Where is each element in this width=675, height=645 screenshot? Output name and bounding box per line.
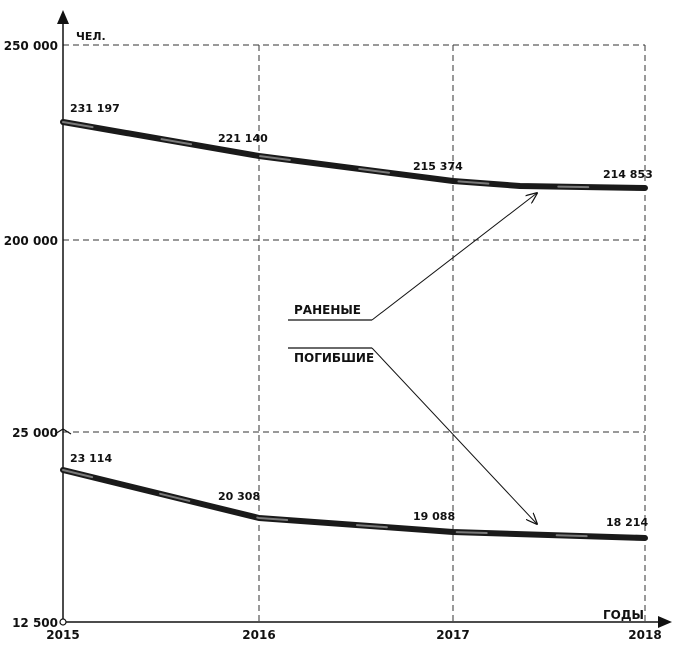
data-label: 18 214 (606, 516, 648, 529)
series-line-1 (60, 467, 648, 541)
y-axis-arrow-icon (57, 10, 69, 24)
callout-wounded: РАНЕНЫЕ (288, 193, 537, 321)
x-tick-label: 2015 (46, 628, 79, 642)
x-axis-arrow-icon (658, 616, 672, 628)
series-lines (60, 119, 648, 541)
y-unit-label: ЧЕЛ. (76, 30, 106, 43)
data-label: 19 088 (413, 510, 455, 523)
data-label: 215 374 (413, 160, 463, 173)
callout-killed: ПОГИБШИЕ (288, 347, 537, 524)
data-label: 221 140 (218, 132, 268, 145)
x-axis-ticks: 2015 2016 2017 2018 (46, 628, 661, 642)
series-line-texture (62, 469, 646, 539)
axis-break-marker (54, 428, 72, 435)
series-line-texture (62, 121, 646, 189)
data-labels: 231 197 221 140 215 374 214 853 23 114 20 308… (70, 102, 653, 529)
chart-axes (54, 10, 672, 628)
data-label: 214 853 (603, 168, 653, 181)
series-line-0 (60, 119, 648, 191)
data-label: 231 197 (70, 102, 120, 115)
y-tick-label: 25 000 (12, 426, 58, 440)
callout-label-killed: ПОГИБШИЕ (294, 351, 374, 365)
axis-origin-marker (59, 618, 67, 626)
y-tick-label: 250 000 (4, 39, 58, 53)
chart-grid (63, 44, 646, 622)
y-tick-label: 200 000 (4, 234, 58, 248)
data-label: 23 114 (70, 452, 112, 465)
x-tick-label: 2017 (436, 628, 469, 642)
callout-label-wounded: РАНЕНЫЕ (294, 303, 361, 317)
y-axis-ticks: 250 000 200 000 25 000 12 500 (4, 39, 58, 630)
data-label: 20 308 (218, 490, 260, 503)
y-tick-label: 12 500 (12, 616, 58, 630)
x-tick-label: 2016 (242, 628, 275, 642)
x-tick-label: 2018 (628, 628, 661, 642)
x-axis-label: ГОДЫ (603, 608, 644, 622)
